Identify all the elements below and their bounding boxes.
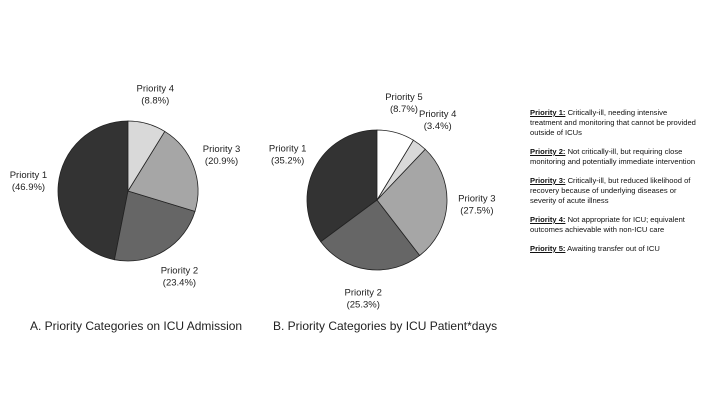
note-text: Not critically-ill, but requiring close …: [530, 147, 696, 166]
note-term: Priority 3:: [530, 176, 566, 185]
slice-label: Priority 4: [137, 83, 174, 94]
slice-label: Priority 1: [269, 144, 306, 155]
pie-slice: [376, 129, 414, 202]
slice-label: Priority 3: [458, 194, 495, 205]
chart-title: A. Priority Categories on ICU Admission: [30, 319, 242, 333]
slice-value-label: (25.3%): [347, 300, 380, 311]
slice-value-label: (46.9%): [12, 182, 45, 193]
pie-slice: [306, 129, 378, 243]
pie-slice: [320, 199, 421, 271]
slice-value-label: (35.2%): [271, 156, 304, 167]
note: Priority 2: Not critically-ill, but requ…: [530, 147, 700, 167]
slice-label: Priority 3: [203, 144, 240, 155]
slice-value-label: (20.9%): [205, 156, 238, 167]
note-term: Priority 5:: [530, 244, 566, 253]
slice-value-label: (3.4%): [424, 121, 452, 132]
chart-title: B. Priority Categories by ICU Patient*da…: [273, 319, 497, 333]
note-term: Priority 4:: [530, 215, 566, 224]
note: Priority 5: Awaiting transfer out of ICU: [530, 244, 700, 254]
pie-slice: [376, 148, 448, 257]
note: Priority 1: Critically-ill, needing inte…: [530, 108, 700, 138]
notes: Priority 1: Critically-ill, needing inte…: [530, 108, 700, 263]
pie-slice: [57, 120, 129, 261]
slice-value-label: (27.5%): [460, 206, 493, 217]
slice-label: Priority 5: [385, 92, 422, 103]
note-text: Awaiting transfer out of ICU: [567, 244, 660, 253]
slice-value-label: (23.4%): [163, 277, 196, 288]
slice-value-label: (8.8%): [141, 95, 169, 106]
slice-value-label: (8.7%): [390, 104, 418, 115]
note: Priority 3: Critically-ill, but reduced …: [530, 176, 700, 206]
pie-slice: [113, 190, 196, 262]
note-text: Not appropriate for ICU; equivalent outc…: [530, 215, 685, 234]
note-text: Critically-ill, needing intensive treatm…: [530, 108, 696, 137]
pie-slice: [127, 130, 199, 212]
slice-label: Priority 2: [344, 288, 381, 299]
slice-label: Priority 1: [10, 170, 47, 181]
slice-label: Priority 2: [161, 265, 198, 276]
note-term: Priority 1:: [530, 108, 566, 117]
slice-label: Priority 4: [419, 109, 456, 120]
note-term: Priority 2:: [530, 147, 566, 156]
note: Priority 4: Not appropriate for ICU; equ…: [530, 215, 700, 235]
pie-slice: [127, 120, 166, 193]
note-text: Critically-ill, but reduced likelihood o…: [530, 176, 691, 205]
